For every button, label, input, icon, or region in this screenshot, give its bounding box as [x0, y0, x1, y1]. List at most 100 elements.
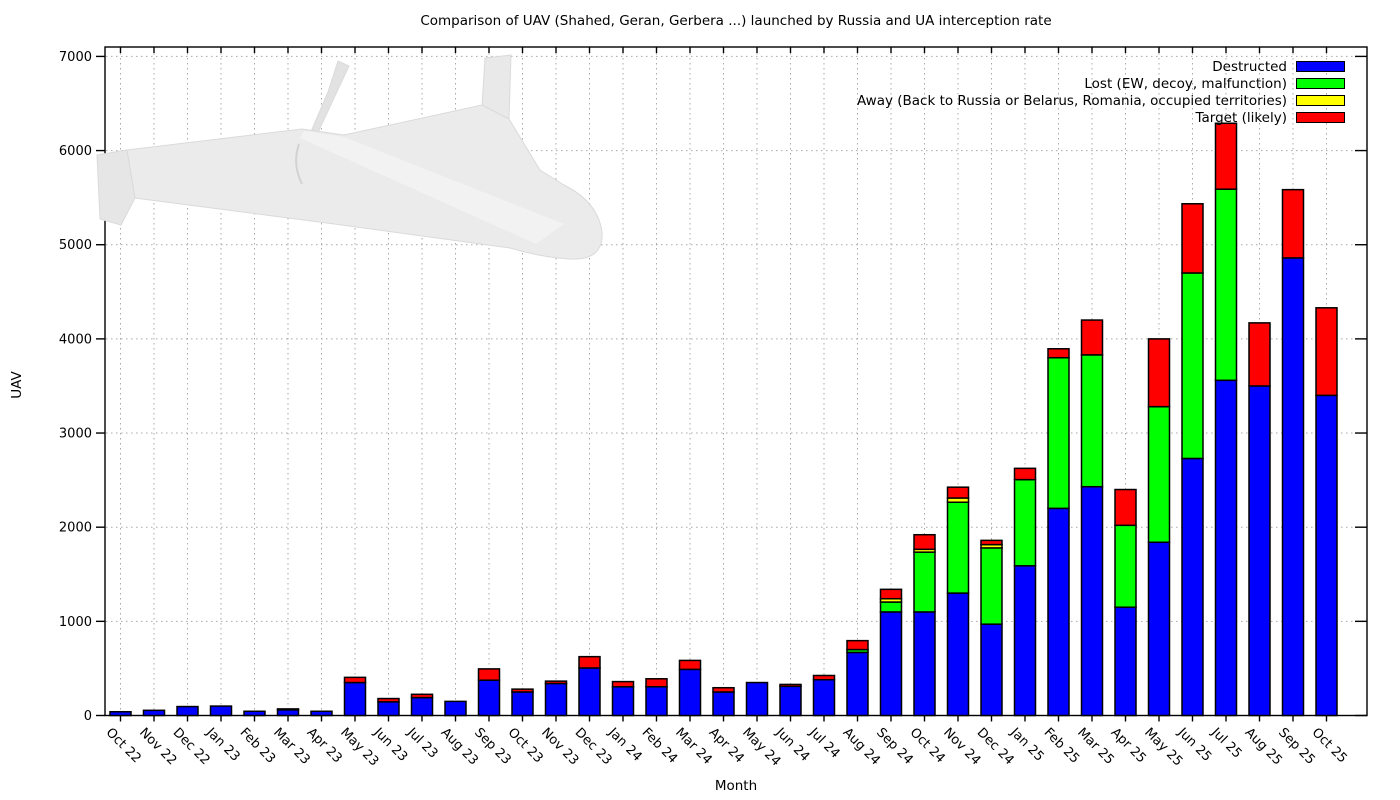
bar-segment [946, 486, 970, 499]
legend-swatch [1296, 95, 1345, 106]
x-tick-label: Mar 23 [270, 725, 313, 768]
bar-segment [578, 655, 601, 669]
y-tick-label: 3000 [59, 427, 92, 442]
bar-segment [779, 685, 802, 717]
x-tick-label: Apr 25 [1108, 725, 1149, 766]
y-tick-label: 6000 [59, 144, 92, 159]
bar-segment [645, 678, 668, 688]
bar-segment [343, 681, 367, 717]
x-tick-label: Mar 24 [672, 725, 715, 768]
bar-segment [209, 705, 233, 717]
x-tick-label: Jul 24 [805, 725, 842, 762]
chart-title: Comparison of UAV (Shahed, Geran, Gerber… [420, 13, 1052, 29]
bar-segment [1248, 322, 1271, 387]
bar-segment [142, 709, 166, 717]
bar-segment [645, 686, 668, 717]
bar-segment [276, 708, 300, 711]
legend-swatch [1296, 78, 1345, 89]
bar-segment [879, 601, 903, 613]
x-tick-label: Apr 23 [304, 725, 345, 766]
bar-segment [109, 710, 132, 717]
x-tick-label: Mar 25 [1074, 725, 1117, 768]
drone-wing [126, 104, 603, 260]
drone-fuselage [300, 131, 564, 244]
bar-segment [946, 592, 970, 717]
bar-segment [511, 688, 534, 693]
bar-segment [1080, 354, 1104, 488]
x-tick-label: Apr 24 [706, 725, 747, 766]
bar-segment [1181, 203, 1204, 274]
bar-segment [1181, 272, 1204, 460]
bar-segment [879, 588, 903, 600]
bar-segment [377, 697, 400, 703]
bar-segment [1013, 467, 1037, 481]
bar-segment [611, 686, 635, 717]
bar-segment [1114, 524, 1137, 608]
bar-segment [1281, 257, 1305, 717]
y-axis-title: UAV [9, 371, 25, 399]
bar-segment [243, 710, 266, 717]
bar-segment [276, 709, 300, 717]
bar-segment [980, 623, 1003, 717]
bar-segment [1315, 394, 1338, 717]
bar-segment [879, 611, 903, 717]
bar-segment [712, 691, 735, 717]
legend-label: Destructed [1212, 58, 1287, 75]
legend-label: Lost (EW, decoy, malfunction) [1084, 75, 1287, 92]
legend-swatch [1296, 61, 1345, 72]
bar-segment [1047, 507, 1070, 717]
bar-segment [1147, 338, 1171, 408]
bar-segment [477, 679, 501, 717]
legend-item: Lost (EW, decoy, malfunction) [857, 75, 1345, 92]
legend-label: Target (likely) [1195, 109, 1287, 126]
bar-segment [511, 691, 534, 717]
bar-segment [712, 686, 735, 693]
bar-segment [310, 710, 333, 717]
bar-segment [946, 501, 970, 594]
x-tick-label: Oct 22 [103, 725, 144, 766]
y-tick-label: 2000 [59, 521, 92, 536]
bar-segment [444, 700, 467, 717]
x-tick-label: Jul 23 [403, 725, 440, 762]
y-tick-label: 4000 [59, 332, 92, 347]
legend-label: Away (Back to Russia or Belarus, Romania… [856, 92, 1287, 109]
bar-segment [1248, 385, 1271, 717]
bar-segment [544, 682, 568, 717]
bar-segment [913, 611, 936, 717]
bar-segment [1147, 541, 1171, 717]
drone-left-winglet [96, 149, 136, 226]
bar-segment [812, 674, 836, 681]
bar-segment [846, 651, 869, 717]
bar-segment [1013, 565, 1037, 717]
bar-segment [678, 668, 702, 717]
y-tick-label: 0 [84, 709, 92, 724]
x-tick-label: Oct 25 [1309, 725, 1350, 766]
legend-item: Destructed [857, 58, 1345, 75]
plot-border [104, 46, 1368, 717]
y-tick-label: 7000 [59, 50, 92, 65]
x-tick-label: Oct 23 [505, 725, 546, 766]
bar-segment [678, 659, 702, 671]
bar-segment [1214, 379, 1238, 717]
bar-segment [1114, 606, 1137, 717]
bar-segment [913, 551, 936, 613]
x-tick-label: Sep 25 [1275, 725, 1318, 768]
x-tick-label: Feb 24 [639, 725, 681, 767]
bar-segment [1214, 122, 1238, 190]
bar-segment [377, 701, 400, 717]
bar-segment [1013, 478, 1037, 567]
x-tick-label: Sep 23 [471, 725, 514, 768]
bar-segment [980, 547, 1003, 625]
bar-segment [980, 539, 1003, 546]
x-tick-label: Jul 25 [1207, 725, 1244, 762]
bar-segment [1281, 188, 1305, 259]
drone-antenna [295, 143, 303, 185]
bar-segment [410, 696, 434, 717]
bar-segment [578, 667, 601, 717]
bar-segment [745, 681, 769, 717]
y-tick-label: 5000 [59, 238, 92, 253]
bar-segment [846, 639, 869, 651]
bar-segment [176, 705, 199, 717]
legend-swatch [1296, 112, 1345, 123]
bar-segment [913, 533, 936, 551]
